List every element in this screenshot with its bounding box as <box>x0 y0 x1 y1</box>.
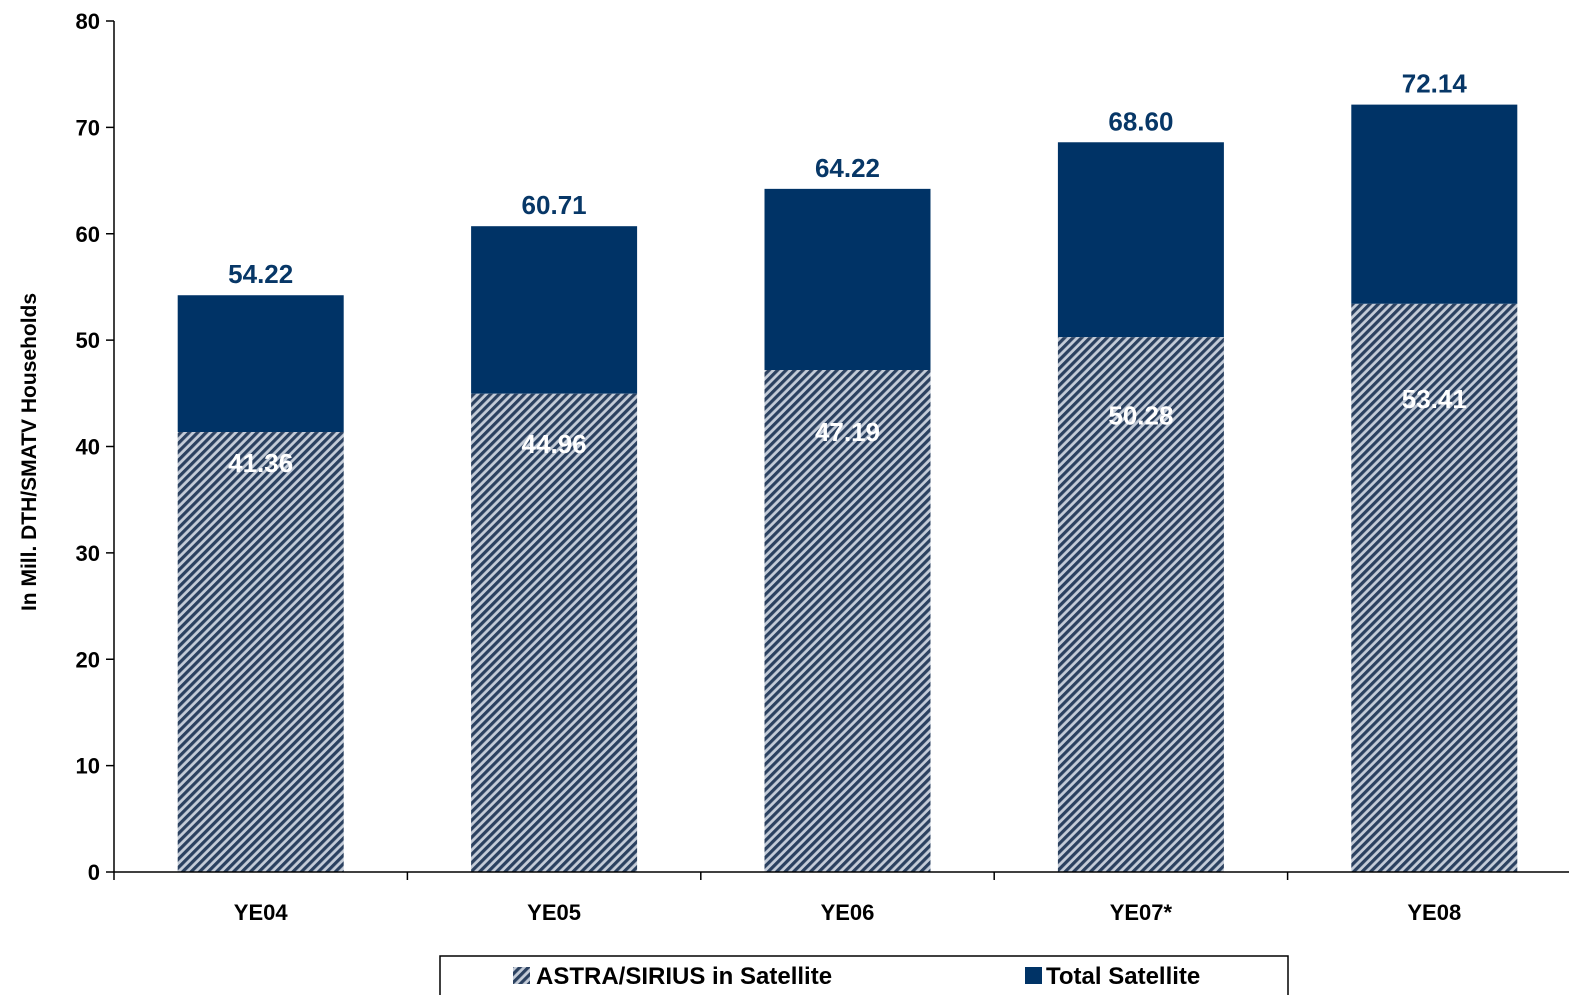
bar-total-satellite-YE06 <box>764 188 931 371</box>
bar-total-satellite-YE05 <box>471 226 638 394</box>
y-tick-label-40: 40 <box>76 435 100 460</box>
axes: 0 10 20 30 40 50 60 70 80 <box>76 9 1569 885</box>
legend-item-astra: ASTRA/SIRIUS in Satellite <box>513 963 832 990</box>
y-tick-label-0: 0 <box>88 860 100 885</box>
y-tick-label-60: 60 <box>76 222 100 247</box>
data-label-astra-YE08: 53.41 <box>1402 384 1467 414</box>
x-tick-label-YE06: YE06 <box>821 900 875 925</box>
bar-astra-sirius-YE05 <box>471 393 638 872</box>
x-tick-label-YE08: YE08 <box>1407 900 1461 925</box>
bar-astra-sirius-YE07* <box>1057 337 1224 873</box>
x-tick-label-YE05: YE05 <box>527 900 581 925</box>
bar-total-satellite-YE08 <box>1351 104 1518 304</box>
x-tick-label-YE07*: YE07* <box>1110 900 1173 925</box>
data-label-astra-YE04: 41.36 <box>228 448 293 478</box>
y-tick-label-20: 20 <box>76 647 100 672</box>
bars-layer <box>177 104 1518 873</box>
bar-astra-sirius-YE04 <box>177 432 344 872</box>
legend-swatch-total <box>1025 967 1042 984</box>
bar-total-satellite-YE07* <box>1057 142 1224 338</box>
data-label-total-YE05: 60.71 <box>522 190 587 220</box>
data-label-astra-YE06: 47.19 <box>815 417 880 447</box>
y-tick-label-80: 80 <box>76 9 100 34</box>
x-tick-label-YE04: YE04 <box>234 900 289 925</box>
data-label-astra-YE05: 44.96 <box>522 429 587 459</box>
legend-box <box>439 955 1289 995</box>
bar-total-satellite-YE04 <box>177 295 344 433</box>
y-tick-label-10: 10 <box>76 754 100 779</box>
data-label-total-YE06: 64.22 <box>815 153 880 183</box>
legend-swatch-astra <box>513 967 530 984</box>
y-tick-label-70: 70 <box>76 115 100 140</box>
data-label-total-YE04: 54.22 <box>228 259 293 289</box>
bar-astra-sirius-YE06 <box>764 370 931 872</box>
legend-label-astra: ASTRA/SIRIUS in Satellite <box>536 963 832 990</box>
data-labels: 54.22 41.36 YE04 60.71 44.96 YE05 64.22 47.19 YE… <box>228 69 1467 925</box>
y-tick-label-30: 30 <box>76 541 100 566</box>
data-label-total-YE08: 72.14 <box>1402 69 1468 99</box>
y-tick-label-50: 50 <box>76 328 100 353</box>
bar-astra-sirius-YE08 <box>1351 303 1518 872</box>
data-label-total-YE07*: 68.60 <box>1108 106 1173 136</box>
data-label-astra-YE07*: 50.28 <box>1108 401 1173 431</box>
y-axis-title: In Mill. DTH/SMATV Households <box>18 293 41 611</box>
legend: ASTRA/SIRIUS in Satellite Total Satellit… <box>439 955 1289 995</box>
legend-item-total: Total Satellite <box>1025 963 1200 990</box>
legend-label-total: Total Satellite <box>1046 963 1200 990</box>
